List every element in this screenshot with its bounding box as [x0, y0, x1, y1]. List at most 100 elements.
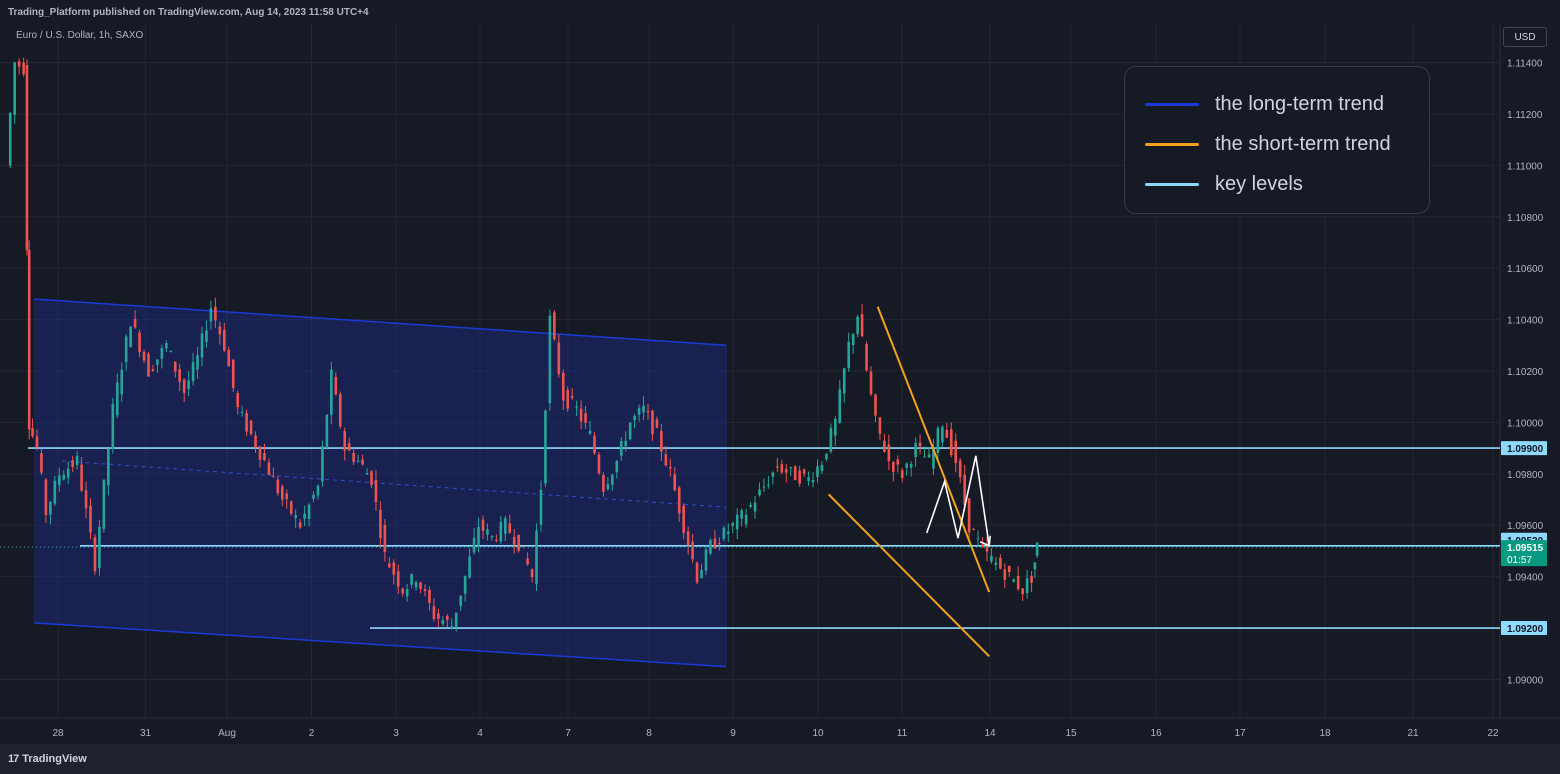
candle-body [178, 369, 182, 382]
legend-item-short-term: the short-term trend [1145, 133, 1391, 156]
candle-body [735, 514, 739, 530]
candle-body [156, 359, 159, 365]
candle-body [196, 355, 199, 370]
candle-body [307, 504, 311, 520]
candle-body [75, 455, 79, 466]
candle-body [642, 405, 645, 413]
candle-body [963, 474, 966, 505]
channel-fill [33, 299, 727, 667]
x-tick-label: 7 [565, 728, 571, 739]
candle-body [365, 473, 369, 475]
legend-swatch-short-term [1145, 143, 1199, 146]
candle-body [588, 430, 592, 434]
candle-body [151, 369, 155, 371]
candle-body [570, 395, 574, 398]
candle-body [53, 480, 57, 504]
candle-body [276, 479, 280, 494]
candle-body [967, 498, 971, 533]
candle-body [120, 369, 124, 395]
x-tick-label: Aug [218, 728, 236, 739]
candle-body [789, 467, 793, 469]
candle-body [1012, 579, 1016, 582]
candle-body [325, 414, 329, 449]
legend-swatch-key-levels [1145, 183, 1199, 186]
candle-body [1003, 569, 1007, 580]
candle-body [330, 369, 333, 415]
candle-body [401, 588, 405, 594]
candle-body [972, 529, 975, 531]
legend-item-key-levels: key levels [1145, 173, 1303, 196]
candle-body [713, 538, 717, 549]
candle-body [459, 595, 462, 606]
candle-body [111, 403, 115, 449]
candle-body [147, 353, 150, 377]
candle-body [258, 446, 262, 460]
candle-body [303, 513, 306, 519]
candle-body [553, 312, 556, 340]
candle-body [133, 319, 137, 328]
price-chart[interactable]: 1.11400 1.11200 1.11000 1.10800 1.10600 1.104… [0, 0, 1560, 744]
candle-body [834, 418, 837, 436]
y-tick-label: 1.10200 [1507, 367, 1544, 378]
candle-body [71, 460, 74, 467]
candle-body [17, 61, 21, 67]
candle-body [57, 475, 61, 486]
candle-body [753, 502, 757, 512]
candle-body [432, 606, 436, 620]
candle-body [414, 582, 418, 588]
candle-body [838, 389, 842, 423]
candle-body [990, 555, 993, 562]
candle-body [535, 530, 538, 584]
candle-body [767, 484, 770, 486]
candle-body [918, 442, 922, 447]
candle-body [361, 459, 364, 465]
candle-body [312, 494, 315, 499]
channel-bottom-line [33, 622, 727, 668]
candle-body [142, 352, 146, 361]
short-trend-lower-line [827, 493, 990, 658]
short-trend-upper-line [876, 306, 991, 593]
candle-body [160, 348, 164, 359]
candle-body [673, 474, 677, 491]
candle-body [298, 522, 302, 528]
candle-body [709, 540, 712, 554]
candle-body [793, 466, 797, 481]
y-tick-label: 1.11000 [1507, 161, 1543, 172]
candle-body [847, 341, 851, 369]
candle-body [941, 426, 944, 442]
channel-mid-line [61, 460, 727, 508]
candle-body [102, 479, 106, 529]
candle-body [726, 531, 730, 535]
candle-body [321, 446, 324, 482]
candle-body [129, 326, 132, 348]
tradingview-logo-text[interactable]: TradingView [22, 753, 87, 765]
candle-body [437, 613, 440, 619]
candle-body [958, 460, 962, 478]
currency-button[interactable]: USD [1503, 27, 1547, 47]
candle-body [84, 490, 88, 509]
candle-body [379, 509, 382, 539]
candle-body [512, 536, 516, 545]
candle-body [758, 489, 761, 496]
candle-body [1033, 562, 1037, 570]
candle-body [530, 569, 534, 578]
candle-body [669, 466, 672, 469]
candle-body [762, 486, 766, 488]
candle-body [825, 453, 828, 460]
candle-body [89, 505, 92, 533]
candle-body [191, 362, 195, 382]
candle-body [860, 314, 864, 337]
candle-body [744, 514, 748, 525]
candle-body [865, 344, 868, 371]
candle-body [660, 430, 663, 452]
candle-body [44, 479, 48, 515]
candle-body [8, 113, 12, 166]
candle-body [981, 544, 984, 546]
candle-body [267, 462, 271, 475]
candle-body [664, 454, 668, 466]
countdown-label: 01:57 [1507, 555, 1532, 566]
candle-body [209, 308, 213, 322]
candle-body [1025, 578, 1029, 593]
candle-body [383, 524, 387, 553]
candle-body [374, 479, 378, 503]
